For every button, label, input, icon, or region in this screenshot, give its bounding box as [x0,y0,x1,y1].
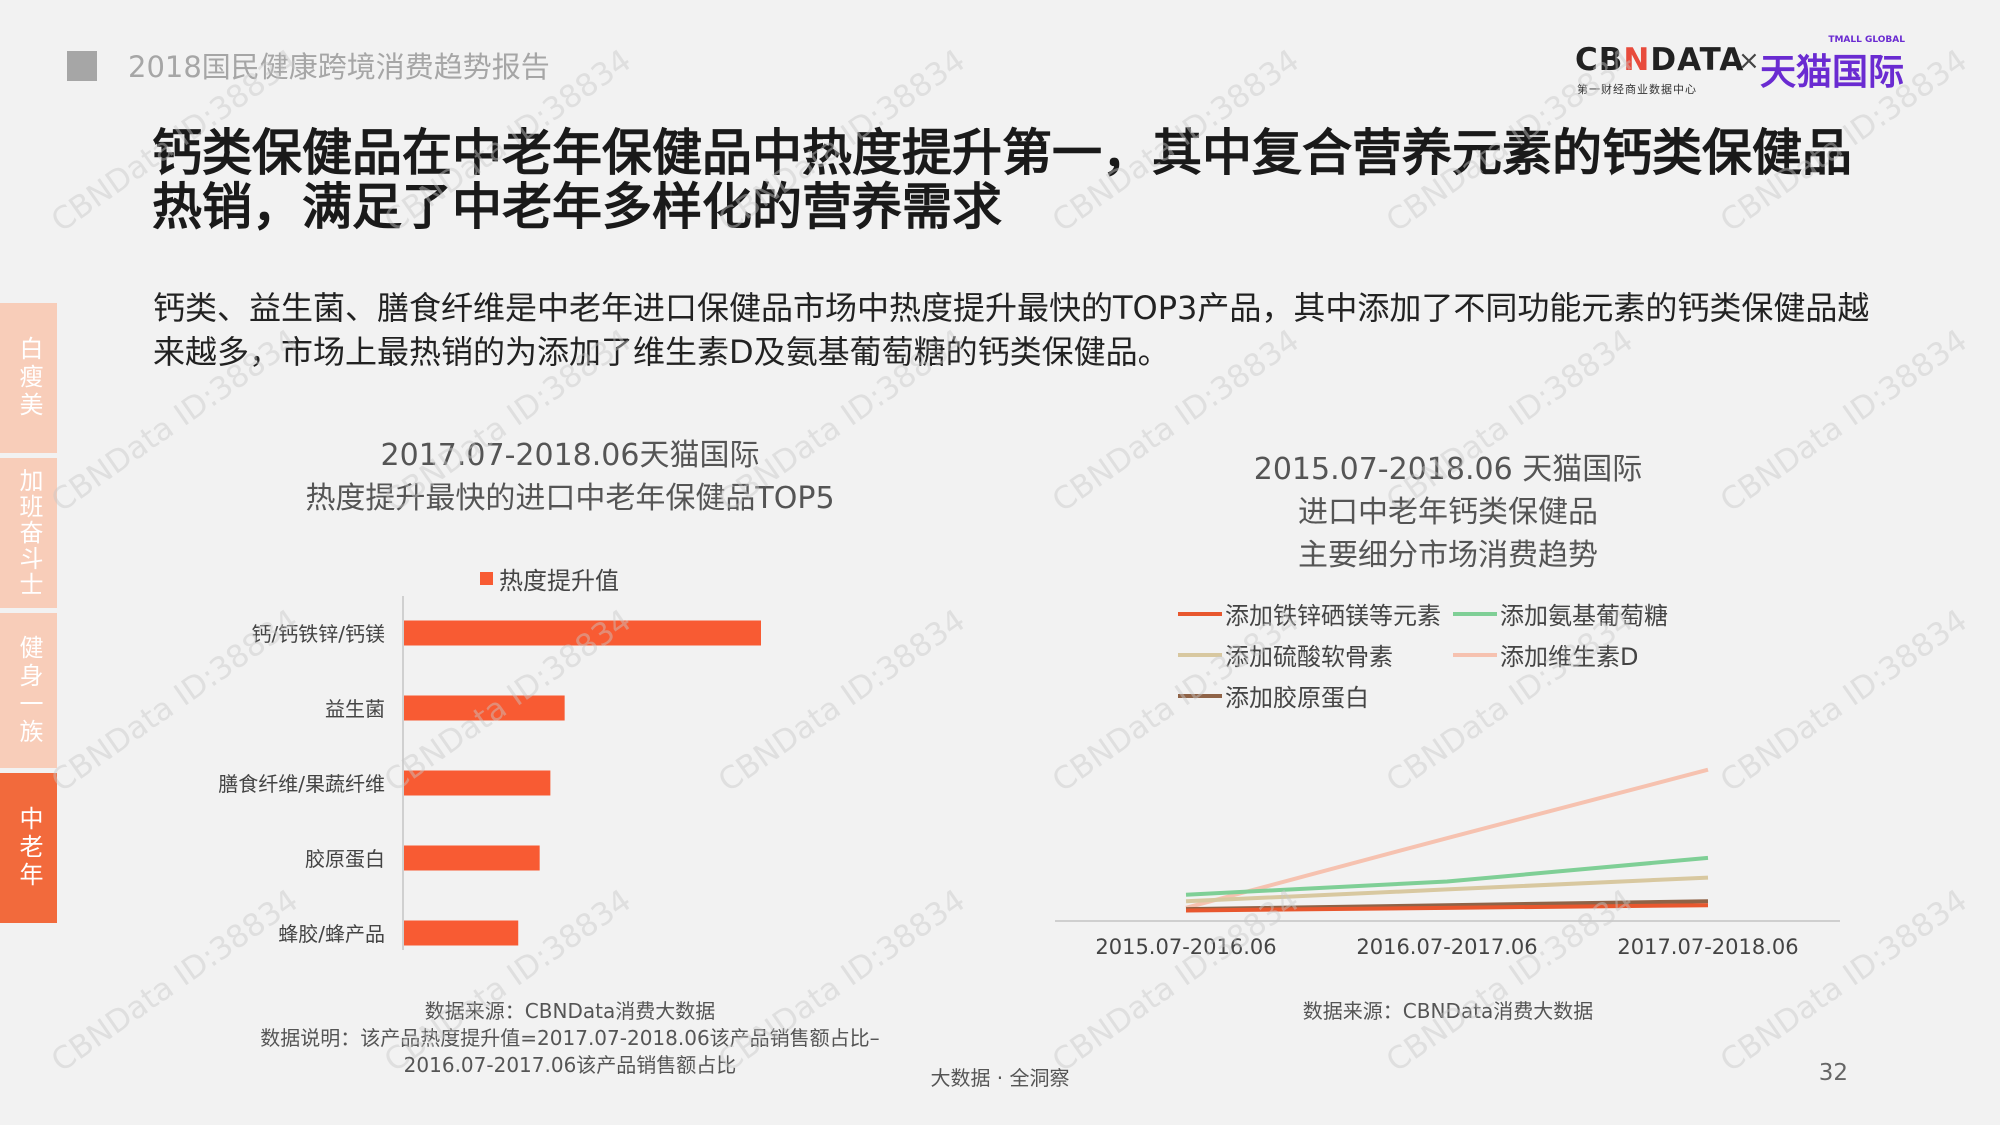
legend-swatch [1453,611,1497,616]
line-chart-title-line-3: 主要细分市场消费趋势 [1298,538,1598,573]
logo-n: N [1623,42,1651,78]
slide-description: 钙类、益生菌、膳食纤维是中老年进口保健品市场中热度提升最快的TOP3产品，其中添… [153,289,1870,371]
side-tab-baishoumei[interactable]: 白瘦美 [0,303,57,453]
x-tick-label: 2016.07-2017.06 [1356,935,1537,959]
bar-category-label: 蜂胶/蜂产品 [278,922,385,946]
bar-chart-title-line-2: 热度提升最快的进口中老年保健品TOP5 [305,481,835,516]
legend-label: 添加硫酸软骨素 [1225,643,1393,671]
report-mark-square [67,51,97,81]
report-title: 2018国民健康跨境消费趋势报告 [128,50,550,84]
legend-swatch [1178,652,1222,657]
data-source-note: 数据来源：CBNData消费大数据 [424,999,716,1023]
side-tab-label: 健身一族 [15,634,43,747]
page-number: 32 [1818,1060,1848,1086]
bar-chart-title: 2017.07-2018.06天猫国际 热度提升最快的进口中老年保健品TOP5 [270,434,870,520]
x-tick-label: 2015.07-2016.06 [1095,935,1276,959]
bar-chart-title-line-1: 2017.07-2018.06天猫国际 [380,438,760,473]
bar [404,695,565,721]
line-chart-title: 2015.07-2018.06 天猫国际 进口中老年钙类保健品 主要细分市场消费… [1148,448,1748,577]
logo-data: DATA [1650,42,1745,78]
side-tab-jiaban[interactable]: 加班奋斗士 [0,458,57,608]
side-tab-zhonglaonian[interactable]: 中老年 [0,773,57,923]
legend-label: 热度提升值 [499,567,619,595]
x-tick-label: 2017.07-2018.06 [1617,935,1798,959]
line-legend-item: 添加铁锌硒镁等元素 [1178,596,1441,631]
line-legend-item: 添加硫酸软骨素 [1178,637,1393,672]
line-chart-title-line-1: 2015.07-2018.06 天猫国际 [1253,452,1643,487]
legend-label: 添加铁锌硒镁等元素 [1225,602,1441,630]
legend-swatch [1178,611,1222,616]
data-explain-note-1: 数据说明：该产品热度提升值=2017.07-2018.06该产品销售额占比– [260,1026,880,1050]
bar-category-label: 钙/钙铁锌/钙镁 [252,622,385,646]
cbndata-logo: CBNDATA [1575,42,1744,78]
series-line [1185,767,1709,910]
series-line [1185,903,1709,913]
side-tab-jianshen[interactable]: 健身一族 [0,613,57,768]
cbndata-logo-subtitle: 第一财经商业数据中心 [1577,83,1697,96]
side-tab-label: 加班奋斗士 [15,468,43,598]
line-chart-legend: 添加铁锌硒镁等元素 添加氨基葡萄糖添加硫酸软骨素 添加维生素D 添加胶原蛋白 [1178,596,1698,726]
line-legend-item: 添加氨基葡萄糖 [1453,596,1668,631]
legend-label: 添加胶原蛋白 [1225,684,1369,712]
footer-slogan: 大数据 · 全洞察 [930,1066,1070,1090]
brand-logos: CBNDATA 第一财经商业数据中心 × 天猫国际 TMALL GLOBAL [1575,35,1905,98]
series-line [1185,875,1709,904]
logo-cb: CB [1575,42,1624,78]
legend-label: 添加维生素D [1500,643,1639,671]
line-chart-title-line-2: 进口中老年钙类保健品 [1298,495,1598,530]
legend-label: 添加氨基葡萄糖 [1500,602,1668,630]
slide-title: 钙类保健品在中老年保健品中热度提升第一，其中复合营养元素的钙类保健品热销，满足了… [152,124,1852,236]
bar-category-label: 胶原蛋白 [305,847,385,871]
bar-category-label: 膳食纤维/果蔬纤维 [218,772,385,796]
tmall-global-logo: 天猫国际 [1760,52,1905,93]
side-tab-label: 中老年 [15,806,43,890]
bar-chart-notes: 数据来源：CBNData消费大数据 数据说明：该产品热度提升值=2017.07-… [180,998,960,1079]
legend-swatch [1178,693,1222,698]
series-line [1185,855,1709,897]
data-explain-note-2: 2016.07-2017.06该产品销售额占比 [403,1053,737,1077]
tmall-global-logo-en: TMALL GLOBAL [1828,35,1905,45]
bar-category-label: 益生菌 [325,697,385,721]
line-chart-source-note: 数据来源：CBNData消费大数据 [1302,999,1594,1023]
bar [404,920,519,946]
line-legend-item: 添加维生素D [1453,637,1638,672]
bar [404,620,761,646]
logo-times: × [1738,46,1760,76]
bar [404,770,551,796]
line-legend-item: 添加胶原蛋白 [1178,678,1369,713]
line-chart: 2015.07-2016.06 2016.07-2017.06 2017.07-20… [1055,767,1840,959]
side-tab-label: 白瘦美 [15,336,43,420]
legend-swatch [480,572,493,585]
legend-swatch [1453,652,1497,657]
bar-chart-legend: 热度提升值 [480,561,619,596]
bar [404,845,540,871]
